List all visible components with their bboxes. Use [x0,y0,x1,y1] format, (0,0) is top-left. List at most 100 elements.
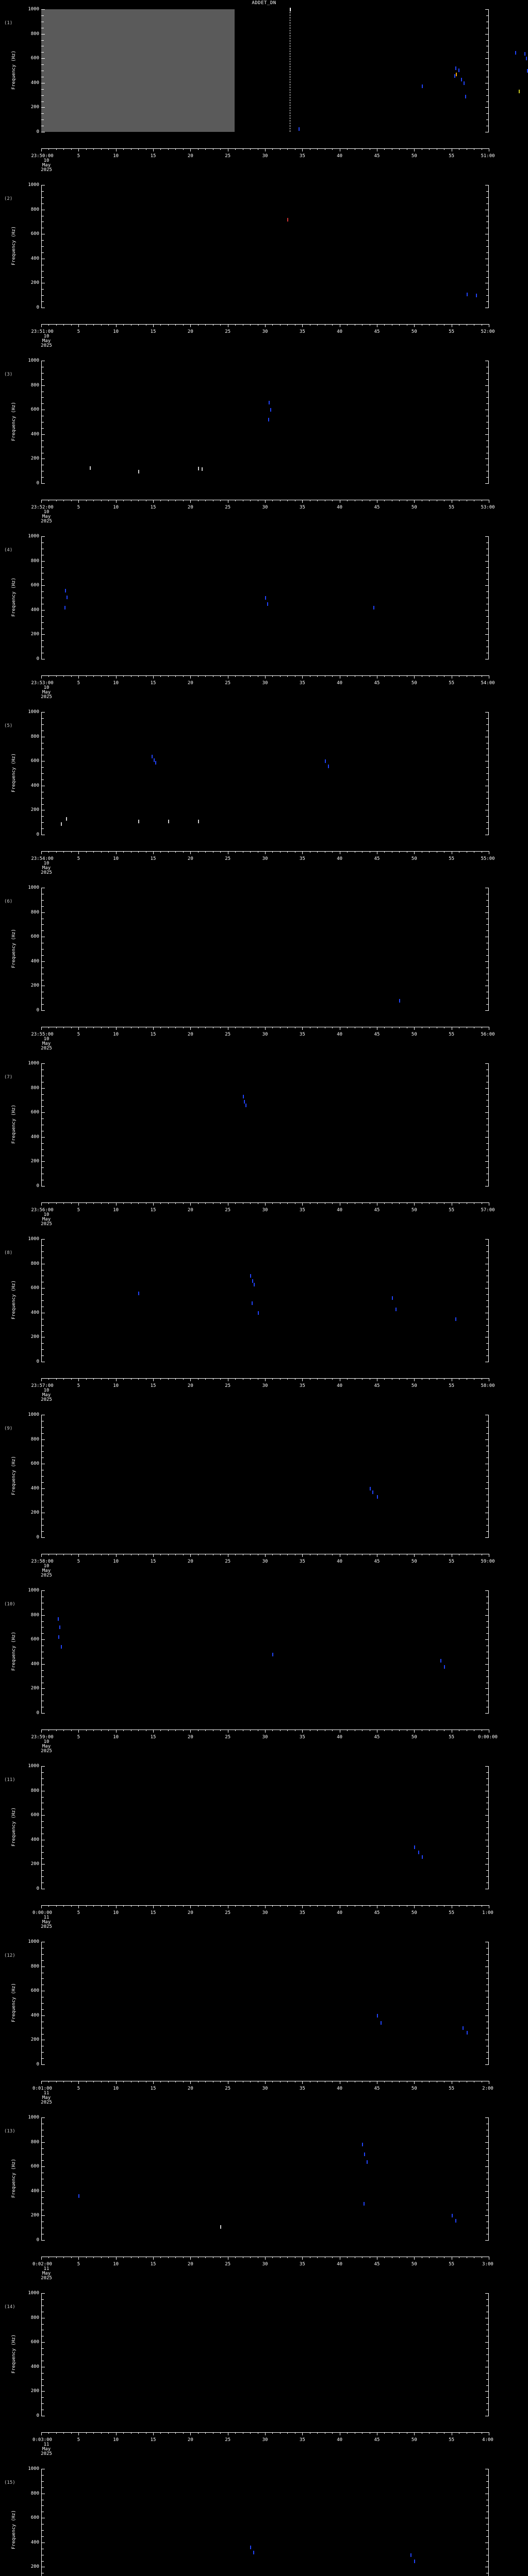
time-axis-tick [190,1202,191,1206]
y-axis-tick-right [486,1827,489,1828]
y-axis-tick-right [486,2354,489,2355]
y-axis-tick [41,1590,45,1591]
time-axis-tick [116,1027,117,1030]
y-axis-tick [41,1439,45,1440]
y-axis-tick [41,1010,45,1011]
time-axis-tick [205,500,206,501]
detection-mark [369,1486,371,1490]
time-axis-tick [250,675,251,677]
y-axis-tick-right [486,1167,489,1168]
time-axis-tick [414,148,415,151]
y-axis-tick-right [486,246,489,247]
time-axis-tick [190,148,191,151]
y-axis-tick-right [486,277,489,278]
y-axis-tick-right [485,1112,489,1113]
y-tick-label: 0 [36,1008,39,1013]
time-axis-tick [399,2081,400,2082]
time-tick-label: 5 [77,2437,80,2443]
time-axis-tick [63,851,64,853]
time-axis-tick [168,1730,169,1731]
y-axis-tick [41,767,44,768]
time-axis-tick [93,675,94,677]
detection-mark [395,1307,397,1311]
time-tick-label: 25 [225,1208,231,1213]
time-axis-tick [332,675,333,677]
time-axis-tick [197,1202,199,1204]
time-axis-tick [414,1730,415,1733]
y-axis-tick [41,197,44,198]
time-axis-tick [197,2257,199,2258]
time-axis-tick [332,2081,333,2082]
time-axis-tick [93,1027,94,1028]
time-tick-label: 15 [150,2262,156,2267]
time-tick-label: 30 [262,1208,268,1213]
time-tick-label: 35 [299,2086,305,2091]
time-axis-tick [429,2432,430,2434]
y-axis-tick-right [486,289,489,290]
time-axis-tick [220,500,221,501]
time-axis-tick [287,851,288,853]
time-tick-label: 30 [262,1383,268,1388]
time-axis-tick [220,1027,221,1028]
left-axis-spine [41,2469,42,2576]
time-tick-label: 50 [411,856,417,861]
detection-mark [515,51,516,55]
time-axis-tick [41,1378,42,1381]
y-axis-tick-right [486,1355,489,1357]
y-axis-tick-right [485,483,489,484]
time-tick-label: 10 [113,1383,119,1388]
y-axis-tick-right [486,567,489,568]
time-axis-tick [287,2432,288,2434]
time-tick-label: 40 [337,1208,343,1213]
time-axis-tick [101,1730,102,1731]
plot-area [41,2293,489,2416]
time-axis-tick [138,148,139,150]
time-tick-label: 45 [374,1032,380,1037]
time-axis-tick [41,1202,42,1206]
y-axis-tick-right [486,1778,489,1779]
y-axis-tick-right [486,2058,489,2059]
y-axis-tick-right [485,2240,489,2241]
time-axis-tick [205,1554,206,1555]
time-axis-end-label: 59:00 [481,1559,495,1564]
time-axis-tick [220,1202,221,1204]
y-axis-tick-right [486,579,489,580]
detection-mark [455,1317,456,1321]
detection-mark [456,73,457,77]
time-axis-tick [175,1202,176,1204]
detection-mark [526,57,527,61]
y-axis-tick-right [485,2142,489,2143]
y-tick-label-column: 1000 800 600 400 200 0 [0,709,39,837]
time-tick-label: 25 [225,505,231,510]
time-tick-label: 40 [337,329,343,334]
y-axis-tick-right [486,295,489,296]
time-axis-tick [384,1730,385,1731]
detection-mark [324,759,326,764]
time-axis-tick [160,675,161,677]
y-axis-tick-right [485,1239,489,1240]
time-axis-tick [235,324,236,326]
time-axis-tick [116,148,117,151]
y-axis-tick [41,712,45,713]
y-axis-tick-right [486,113,489,114]
time-axis-tick [302,1027,303,1030]
detection-mark [414,2559,416,2563]
time-tick-label: 10 [113,1559,119,1564]
y-axis-tick-right [486,2324,489,2325]
y-axis-tick [41,2148,44,2149]
panel-index-label: (8) [4,1250,13,1256]
y-axis-tick-right [486,724,489,725]
time-tick-label: 5 [77,1735,80,1740]
time-axis-tick [153,324,154,327]
y-axis-tick-right [486,622,489,623]
time-tick-label: 50 [411,154,417,159]
detection-mark [155,760,157,765]
time-axis-start-label: 23:58:00 [31,1559,54,1564]
time-axis-tick [101,1554,102,1555]
time-axis-tick [265,851,266,854]
y-axis-tick-right [486,1876,489,1877]
time-tick-label: 50 [411,1383,417,1388]
time-axis-tick [235,500,236,501]
y-axis-tick-right [485,912,489,913]
date-label-line: May [42,1041,51,1046]
